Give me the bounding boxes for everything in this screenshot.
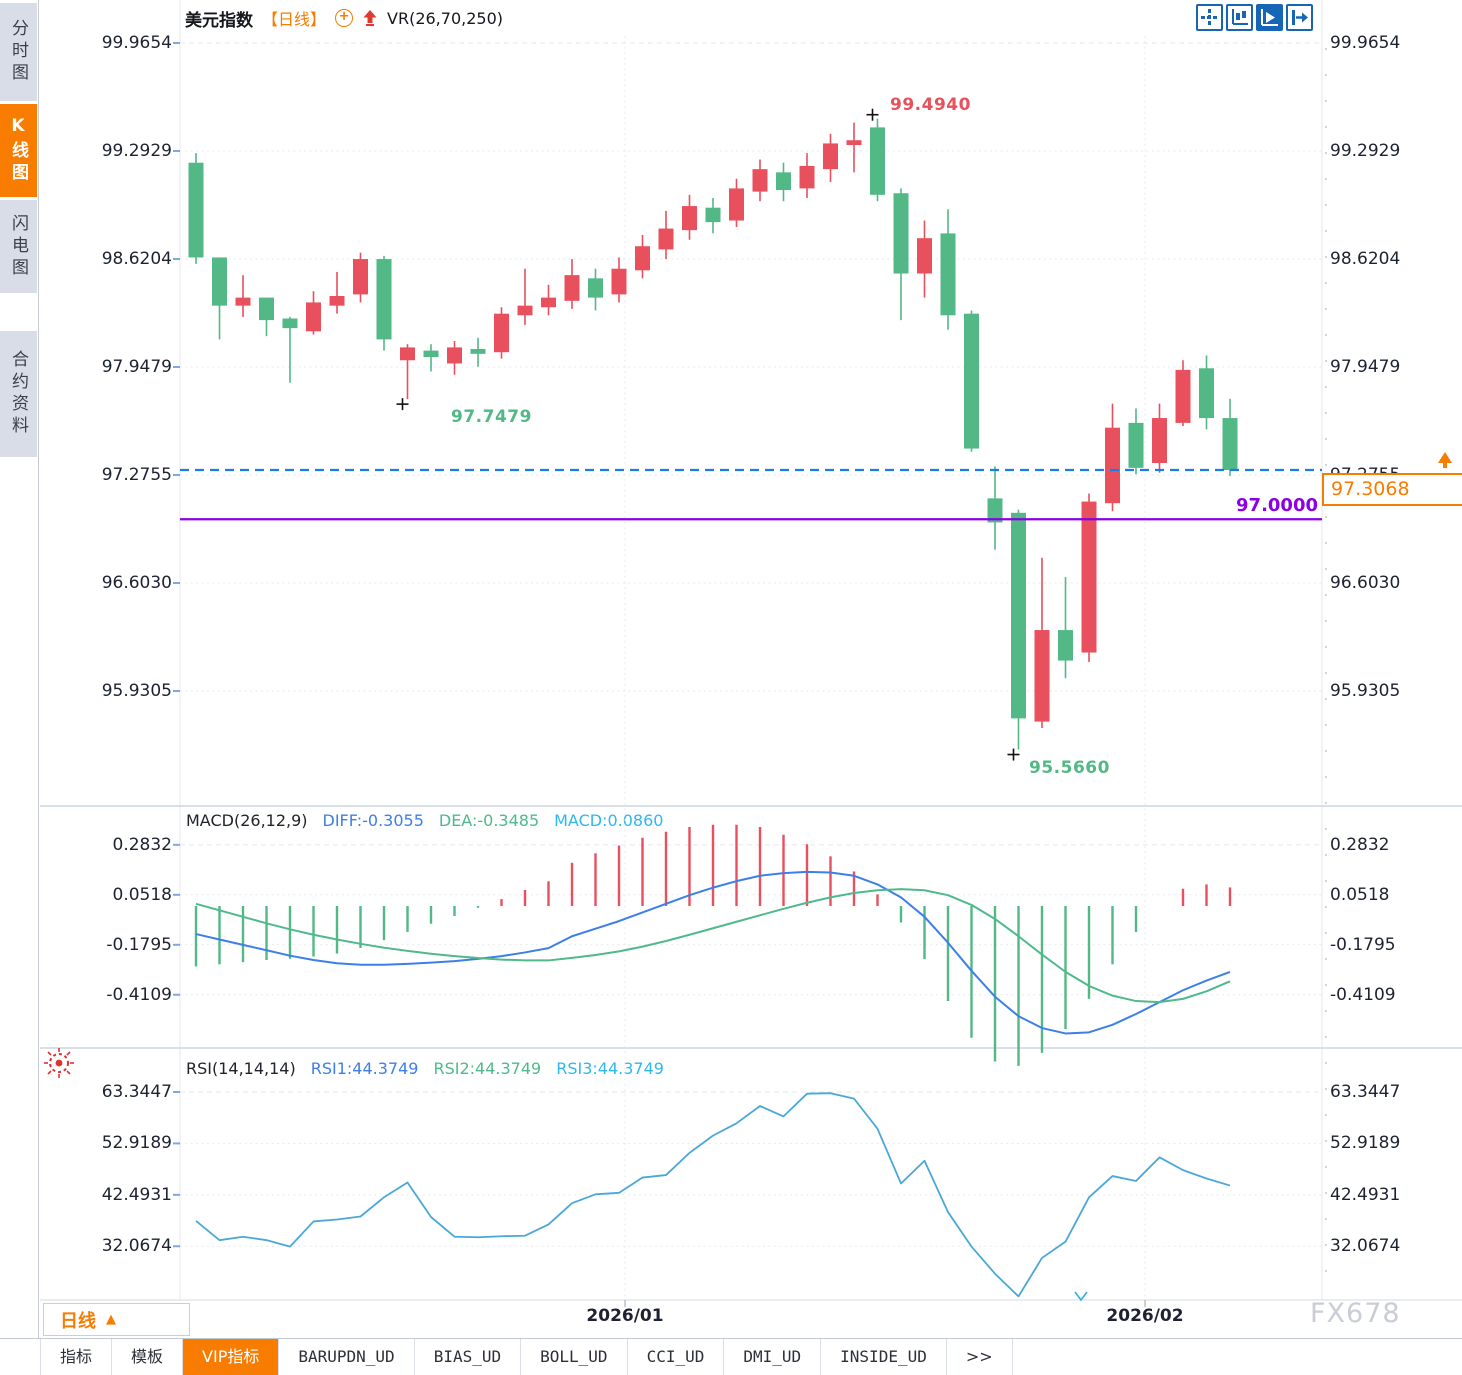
macd-dea-value: DEA:-0.3485 xyxy=(438,811,540,830)
macd-axis-label: -0.4109 xyxy=(106,984,172,1005)
sidebar-item-label: 分时图 xyxy=(8,19,28,85)
price-up-arrow-stem xyxy=(1443,462,1447,468)
symbol-name: 美元指数 xyxy=(185,10,253,31)
k-price-axis-label: 96.6030 xyxy=(1330,573,1401,593)
tabbar-spacer xyxy=(0,1339,41,1375)
tab->>[interactable]: >> xyxy=(947,1339,1013,1375)
sidebar-item-kline-chart[interactable]: K线图 xyxy=(0,104,37,197)
k-price-axis-label: 95.9305 xyxy=(101,681,172,701)
sidebar-item-label: 闪电图 xyxy=(8,213,28,280)
go-to-latest-icon xyxy=(1292,10,1308,25)
go-to-latest-button[interactable] xyxy=(1286,4,1313,31)
price-up-arrow-icon xyxy=(1438,452,1452,463)
rsi-axis-label: 52.9189 xyxy=(1330,1133,1401,1154)
k-price-axis-label: 97.2755 xyxy=(101,464,172,485)
k-price-axis-label: 98.6204 xyxy=(101,249,172,269)
rsi-axis-label: 42.4931 xyxy=(101,1184,172,1205)
tab-INSIDE_UD[interactable]: INSIDE_UD xyxy=(821,1339,947,1375)
indicator-tabbar: 指标 模板 VIP指标 BARUPDN_UD BIAS_UD BOLL_UD CCI_UD D… xyxy=(0,1338,1462,1375)
left-sidebar: 分时图 K线图 闪电图 合约资料 xyxy=(0,0,39,1374)
period-dropdown[interactable]: 日线 ▲ xyxy=(43,1303,190,1336)
sidebar-item-flash-chart[interactable]: 闪电图 xyxy=(0,200,37,293)
rsi-axis-label: 32.0674 xyxy=(1330,1236,1401,1257)
rsi-axis-label: 52.9189 xyxy=(101,1133,172,1154)
scale-axes-icon xyxy=(1232,9,1248,25)
k-price-axis-label: 95.9305 xyxy=(1330,681,1401,701)
pan-crosshair-icon xyxy=(1201,9,1218,26)
sidebar-item-label: 合约资料 xyxy=(8,350,28,438)
auto-follow-button[interactable] xyxy=(1256,4,1283,31)
macd-axis-label: -0.1795 xyxy=(106,934,172,955)
k-price-axis-label: 97.9479 xyxy=(1330,357,1401,377)
k-price-axis-label: 97.9479 xyxy=(101,357,172,377)
rsi1-value: RSI1:44.3749 xyxy=(310,1059,419,1078)
macd-axis-label: -0.1795 xyxy=(1330,934,1396,955)
up-arrow-icon xyxy=(362,9,378,27)
k-price-axis-label: 98.6204 xyxy=(1330,249,1401,269)
macd-diff-value: DIFF:-0.3055 xyxy=(322,811,424,830)
macd-axis-label: 0.0518 xyxy=(1330,884,1390,905)
rsi3-value: RSI3:44.3749 xyxy=(556,1059,664,1078)
add-indicator-icon[interactable]: + xyxy=(335,9,354,27)
k-price-axis-label: 96.6030 xyxy=(101,573,172,593)
k-price-axis-label: 99.2929 xyxy=(1330,141,1401,161)
macd-axis-label: -0.4109 xyxy=(1330,984,1396,1005)
rsi2-value: RSI2:44.3749 xyxy=(433,1059,542,1078)
rsi-header: RSI(14,14,14) RSI1:44.3749 RSI2:44.3749 … xyxy=(186,1059,664,1078)
x-axis-date-label: 2026/02 xyxy=(1106,1306,1184,1326)
mid-low-price-label: 97.7479 xyxy=(451,407,532,427)
rsi-axis-label: 42.4931 xyxy=(1330,1184,1401,1205)
rsi-axis-label: 63.3447 xyxy=(101,1082,172,1102)
macd-header: MACD(26,12,9) DIFF:-0.3055 DEA:-0.3485 M… xyxy=(186,811,663,830)
macd-axis-label: 0.0518 xyxy=(112,884,172,905)
pan-crosshair-button[interactable] xyxy=(1196,4,1223,31)
tab-DMI_UD[interactable]: DMI_UD xyxy=(724,1339,822,1375)
macd-axis-label: 0.2832 xyxy=(1330,834,1390,855)
sidebar-item-label: K线图 xyxy=(8,116,28,185)
macd-axis-label: 0.2832 xyxy=(112,834,172,855)
sidebar-item-timeshare-chart[interactable]: 分时图 xyxy=(0,3,37,101)
sidebar-item-contract-info[interactable]: 合约资料 xyxy=(0,331,37,457)
horizontal-line-price-label: 97.0000 xyxy=(1236,495,1318,516)
rsi-title: RSI(14,14,14) xyxy=(186,1059,296,1078)
tab-BIAS_UD[interactable]: BIAS_UD xyxy=(415,1339,522,1375)
alert-target-icon[interactable] xyxy=(41,1045,77,1085)
rsi-axis-label: 63.3447 xyxy=(1330,1082,1401,1102)
period-label[interactable]: 【日线】 xyxy=(262,10,327,29)
tab-BARUPDN_UD[interactable]: BARUPDN_UD xyxy=(279,1339,415,1375)
macd-macd-value: MACD:0.0860 xyxy=(554,811,664,830)
current-price-box[interactable]: 97.3068 xyxy=(1322,473,1462,506)
tab-VIP指标[interactable]: VIP指标 xyxy=(183,1339,280,1375)
k-price-axis-label: 99.2929 xyxy=(101,141,172,161)
watermark: FX678 xyxy=(1310,1298,1401,1329)
high-price-label: 99.4940 xyxy=(890,95,971,115)
k-price-axis-label: 99.9654 xyxy=(1330,33,1401,53)
x-axis-date-label: 2026/01 xyxy=(586,1306,664,1326)
tab-模板[interactable]: 模板 xyxy=(112,1339,184,1375)
indicator-name: VR(26,70,250) xyxy=(387,8,503,28)
macd-title: MACD(26,12,9) xyxy=(186,811,308,830)
rsi-axis-label: 32.0674 xyxy=(101,1236,172,1257)
dropdown-arrow-icon: ▲ xyxy=(106,1312,116,1327)
k-price-axis-label: 99.9654 xyxy=(101,33,172,53)
bottom-low-price-label: 95.5660 xyxy=(1029,758,1110,778)
tab-BOLL_UD[interactable]: BOLL_UD xyxy=(521,1339,628,1375)
scale-axes-button[interactable] xyxy=(1226,4,1253,31)
tab-指标[interactable]: 指标 xyxy=(41,1339,113,1375)
tab-CCI_UD[interactable]: CCI_UD xyxy=(628,1339,725,1375)
chart-titlebar: 美元指数 【日线】 + VR(26,70,250) xyxy=(185,5,503,31)
auto-follow-icon xyxy=(1261,9,1278,26)
period-dropdown-label: 日线 xyxy=(60,1310,96,1332)
